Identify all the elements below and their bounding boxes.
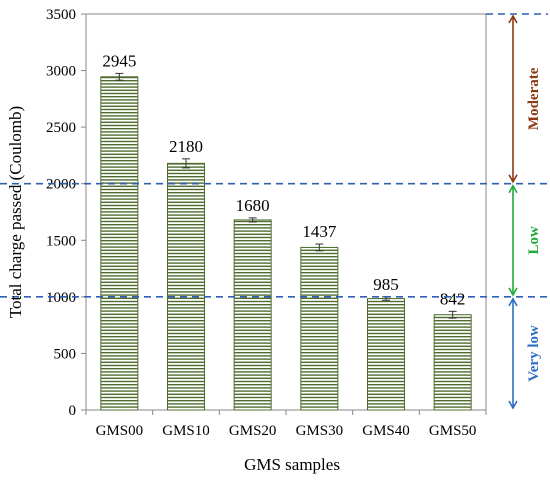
zone-arrow-head (508, 297, 518, 307)
data-label: 1437 (302, 222, 337, 241)
data-label: 2180 (169, 137, 203, 156)
zone-label: Moderate (526, 67, 542, 130)
y-tick-label: 3000 (46, 64, 76, 80)
zone-arrow-head (508, 287, 518, 297)
data-label: 985 (373, 275, 399, 294)
y-tick-label: 500 (54, 346, 77, 362)
zone-arrow-head (508, 14, 518, 24)
y-axis-title: Total charge passed (Coulomb) (6, 106, 25, 318)
zone-arrow-head (508, 174, 518, 184)
bar-gms50 (433, 314, 472, 411)
plot-frame (85, 13, 487, 411)
x-axis-title: GMS samples (244, 455, 340, 474)
data-label: 1680 (236, 196, 270, 215)
plot-area: 0 500 1000 1500 2000 2500 3000 3500 2945 GMS00 218… (0, 7, 548, 439)
y-tick-label: 2000 (46, 177, 76, 193)
x-tick-label: GMS40 (362, 423, 410, 439)
x-tick-label: GMS30 (296, 423, 344, 439)
data-label: 2945 (102, 51, 136, 70)
bar-gms40 (367, 298, 405, 411)
bar-gms00 (100, 76, 139, 411)
x-tick-label: GMS50 (429, 423, 477, 439)
bar-gms20 (233, 219, 272, 411)
data-label: 842 (440, 289, 466, 308)
zone-arrow-head (508, 400, 518, 410)
y-tick-label: 1500 (46, 233, 76, 249)
zone-arrow-head (508, 184, 518, 194)
x-tick-label: GMS20 (229, 423, 277, 439)
y-tick-label: 0 (69, 403, 77, 419)
y-tick-label: 2500 (46, 120, 76, 136)
bar-gms30 (300, 246, 339, 411)
y-tick-label: 1000 (46, 290, 76, 306)
x-tick-label: GMS00 (96, 423, 144, 439)
y-tick-label: 3500 (46, 7, 76, 23)
x-tick-label: GMS10 (162, 423, 210, 439)
zone-label: Very low (526, 325, 542, 382)
bar-gms10 (167, 162, 205, 411)
zone-label: Low (526, 226, 542, 255)
